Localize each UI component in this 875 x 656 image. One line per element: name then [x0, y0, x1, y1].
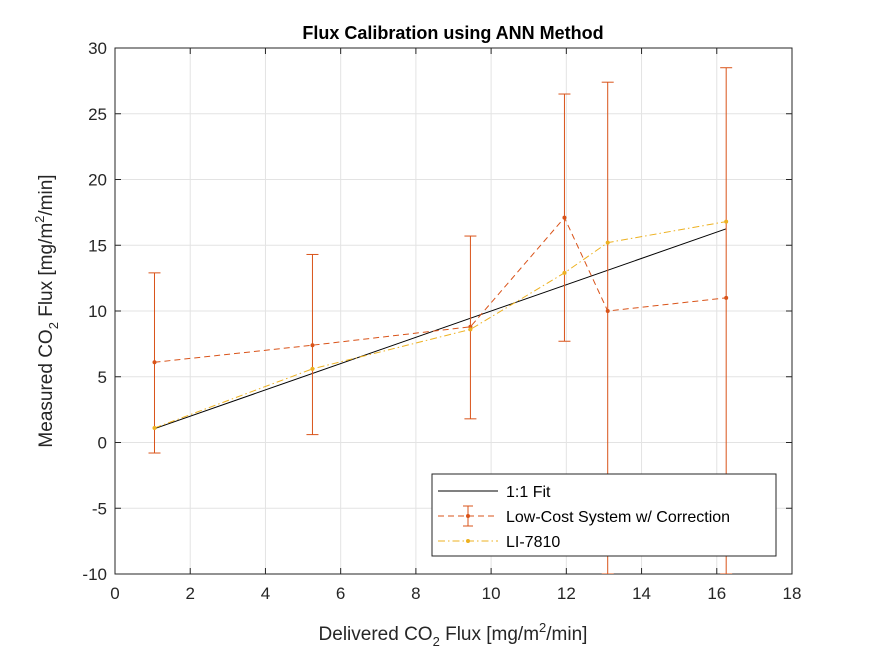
data-point — [562, 270, 567, 275]
legend-swatch-2-marker — [466, 514, 470, 518]
data-point — [152, 426, 157, 431]
y-tick-label: 0 — [98, 434, 107, 453]
x-tick-label: 12 — [557, 584, 576, 603]
x-axis-label-sup: 2 — [539, 620, 546, 635]
series-1 — [154, 228, 727, 430]
legend-item-2: Low-Cost System w/ Correction — [438, 505, 730, 527]
series-line — [154, 228, 727, 430]
x-tick-label: 4 — [261, 584, 270, 603]
data-point — [152, 360, 157, 365]
series-line — [154, 221, 727, 429]
legend-box — [431, 473, 777, 557]
legend-item-3: LI-7810 — [438, 534, 560, 551]
data-point — [562, 215, 567, 220]
chart-title: Flux Calibration using ANN Method — [302, 23, 603, 43]
y-tick-label: 5 — [98, 368, 107, 387]
y-tick-label: -5 — [92, 499, 107, 518]
y-axis-label-post: /min] — [36, 174, 57, 215]
x-tick-label: 0 — [110, 584, 119, 603]
data-point — [724, 295, 729, 300]
x-axis-label: Delivered CO2 Flux [mg/m2/min] — [319, 620, 588, 649]
x-tick-label: 16 — [707, 584, 726, 603]
y-tick-label: 30 — [88, 39, 107, 58]
x-axis-label-post: /min] — [546, 624, 587, 645]
legend: 1:1 Fit Low-Cost System w/ Correction LI… — [431, 473, 777, 557]
y-axis-label-pre: Measured CO — [36, 329, 57, 447]
y-axis-label-sup: 2 — [32, 216, 47, 223]
series-3 — [152, 219, 729, 431]
y-axis-label-mid: Flux [mg/m — [36, 223, 57, 322]
data-point — [468, 327, 473, 332]
legend-label-2: Low-Cost System w/ Correction — [506, 509, 730, 526]
series-line — [154, 216, 727, 363]
x-axis-label-sub: 2 — [433, 634, 440, 649]
y-tick-label: -10 — [82, 565, 107, 584]
x-tick-label: 18 — [783, 584, 802, 603]
data-point — [605, 309, 610, 313]
x-axis-label-pre: Delivered CO — [319, 624, 433, 645]
legend-swatch-3-marker — [466, 539, 470, 543]
y-axis-label: Measured CO2 Flux [mg/m2/min] — [32, 174, 61, 447]
data-point — [724, 219, 729, 224]
y-tick-label: 10 — [88, 302, 107, 321]
legend-label-1: 1:1 Fit — [506, 484, 551, 501]
legend-label-3: LI-7810 — [506, 534, 560, 551]
y-tick-label: 20 — [88, 171, 107, 190]
legend-item-1: 1:1 Fit — [438, 484, 551, 501]
x-axis-label-mid: Flux [mg/m — [440, 624, 539, 645]
x-tick-label: 10 — [482, 584, 501, 603]
y-axis-label-sub: 2 — [46, 322, 61, 329]
x-tick-label: 8 — [411, 584, 420, 603]
y-tick-label: 25 — [88, 105, 107, 124]
data-point — [310, 366, 315, 371]
x-tick-label: 14 — [632, 584, 651, 603]
x-tick-label: 6 — [336, 584, 345, 603]
data-point — [605, 240, 610, 245]
axis-ticks: 0 2 4 6 8 10 12 14 16 18 -10 -5 0 5 10 15 20 25 30 — [82, 39, 801, 603]
data-point — [310, 343, 315, 348]
x-tick-label: 2 — [185, 584, 194, 603]
y-tick-label: 15 — [88, 236, 107, 255]
